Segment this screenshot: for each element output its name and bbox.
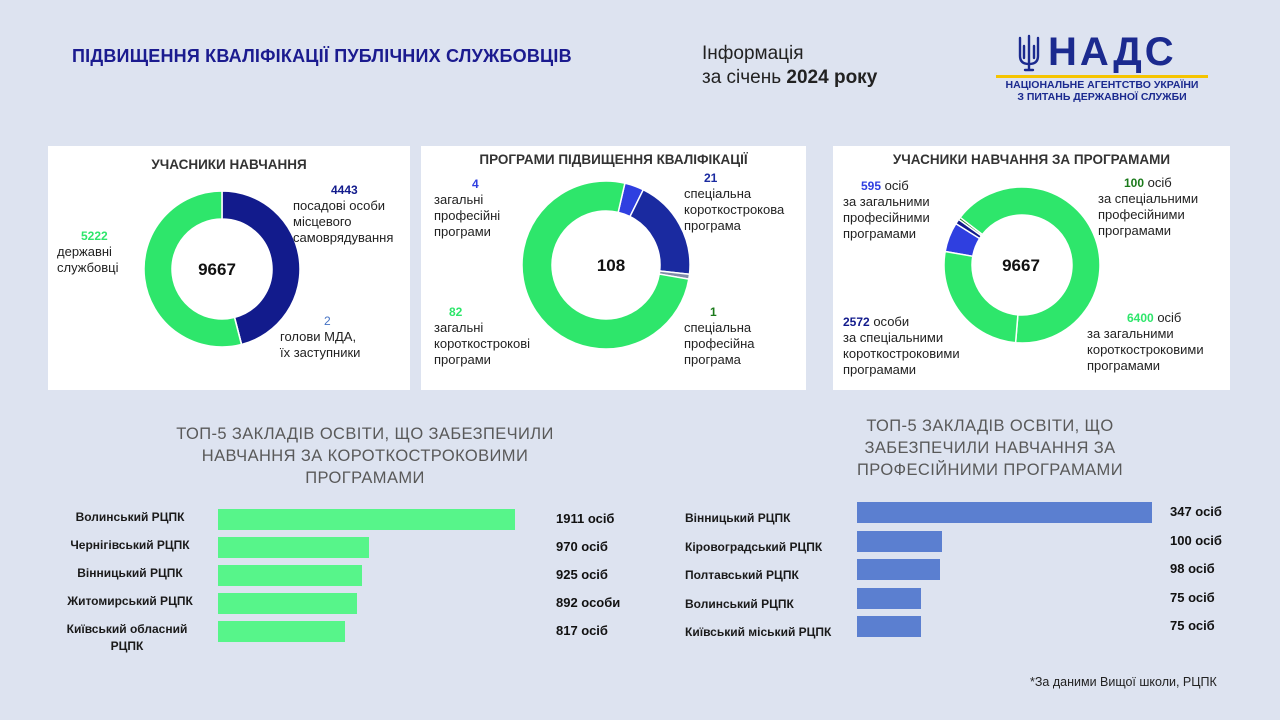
slice-label-special-shortterm: 21 спеціальна короткострокова програма xyxy=(684,170,809,234)
participants-by-program-donut xyxy=(943,186,1101,344)
bar-category-label: Київський обласний РЦПК xyxy=(66,622,188,653)
bar-value-label: 347 осіб xyxy=(1170,504,1222,519)
panel-title: УЧАСНИКИ НАВЧАННЯ xyxy=(151,157,307,172)
bar-value-label: 817 осіб xyxy=(556,623,608,638)
slice-label-general-professional: 4 загальні професійні програми xyxy=(434,176,534,240)
bar xyxy=(218,565,362,586)
info-line-1: Інформація xyxy=(702,43,804,64)
slice-value: 5222 xyxy=(81,229,108,243)
logo-divider xyxy=(996,75,1208,78)
programs-panel: ПРОГРАМИ ПІДВИЩЕННЯ КВАЛІФІКАЦІЇ 108 4 з… xyxy=(421,146,806,390)
bar-category-label: Вінницький РЦПК xyxy=(685,511,791,525)
participants-by-program-panel: УЧАСНИКИ НАВЧАННЯ ЗА ПРОГРАМАМИ 9667 595… xyxy=(833,146,1230,390)
panel-title: ПРОГРАМИ ПІДВИЩЕННЯ КВАЛІФІКАЦІЇ xyxy=(479,152,748,167)
donut-slice-4 xyxy=(943,250,1019,344)
slice-label-special-shortterm: 2572 особи за спеціальними короткостроко… xyxy=(843,314,960,377)
footnote: *За даними Вищої школи, РЦПК xyxy=(1030,675,1217,689)
slice-value: 595 xyxy=(861,179,882,193)
slice-label-general-shortterm: 6400 осіб за загальними короткостроковим… xyxy=(1087,310,1204,373)
slice-label-special-professional: 100 осіб за спеціальними професійними пр… xyxy=(1098,175,1199,238)
bar-value-label: 892 особи xyxy=(556,595,621,610)
bar xyxy=(218,537,369,558)
bar-category-label: Вінницький РЦПК xyxy=(77,566,183,580)
participants-donut xyxy=(143,190,301,348)
bar-category-label: Полтавський РЦПК xyxy=(685,568,799,582)
slice-value: 82 xyxy=(449,305,463,319)
bar xyxy=(218,593,357,614)
slice-label-general-professional: 595 осіб за загальними професійними прог… xyxy=(843,178,930,241)
year-label: 2024 року xyxy=(786,67,878,88)
panel-title: УЧАСНИКИ НАВЧАННЯ ЗА ПРОГРАМАМИ xyxy=(892,152,1171,167)
slice-value: 100 xyxy=(1124,176,1145,190)
bar-category-label: Чернігівський РЦПК xyxy=(70,538,190,552)
professional-top5-title: ТОП-5 ЗАКЛАДІВ ОСВІТИ, ЩО ЗАБЕЗПЕЧИЛИ НА… xyxy=(857,417,1123,479)
slice-value: 6400 xyxy=(1127,311,1154,325)
slice-value: 21 xyxy=(704,171,718,185)
bar-category-label: Кіровоградський РЦПК xyxy=(685,539,823,554)
bar-category-label: Житомирський РЦПК xyxy=(67,594,193,608)
bar-value-label: 75 осіб xyxy=(1170,589,1215,605)
donut-slice-2 xyxy=(143,190,243,348)
donut-total: 9667 xyxy=(1002,256,1040,275)
nads-logo: НАДС НАЦІОНАЛЬНЕ АГЕНТСТВО УКРАЇНИ З ПИТ… xyxy=(996,30,1208,104)
bar-value-label: 1911 осіб xyxy=(556,511,615,526)
donut-slice-3 xyxy=(959,186,1101,344)
report-period: Інформація за січень 2024 року xyxy=(702,42,877,90)
donut-slice-3 xyxy=(521,180,690,350)
bar xyxy=(857,616,921,637)
bar-category-label: Волинський РЦПК xyxy=(75,510,185,524)
slice-value: 4 xyxy=(472,177,479,191)
bar-value-label: 925 осіб xyxy=(556,567,608,582)
donut-slice-0 xyxy=(221,190,301,346)
slice-label-special-professional: 1 спеціальна професійна програма xyxy=(684,304,794,368)
donut-total: 108 xyxy=(596,256,626,275)
programs-donut xyxy=(521,180,691,350)
bar xyxy=(218,509,515,530)
bar-category-label: Волинський РЦПК xyxy=(685,596,794,611)
slice-label-local-officials: 4443 посадові особи місцевого самоврядув… xyxy=(293,182,413,246)
bar xyxy=(857,502,1152,523)
info-line-2: за січень 2024 року xyxy=(702,67,878,88)
bar-value-label: 98 осіб xyxy=(1170,561,1215,576)
slice-label-mda-heads: 2 голови МДА, їх заступники xyxy=(280,313,400,361)
bar-value-label: 75 осіб xyxy=(1170,618,1215,633)
slice-label-civil-servants: 5222 державні службовці xyxy=(57,228,147,276)
donut-total: 9667 xyxy=(198,260,236,279)
logo-subtitle: НАЦІОНАЛЬНЕ АГЕНТСТВО УКРАЇНИ З ПИТАНЬ Д… xyxy=(1005,79,1199,103)
bar xyxy=(857,530,942,552)
slice-value: 4443 xyxy=(331,183,358,197)
bar-category-label: Київський міський РЦПК xyxy=(685,625,832,639)
slice-label-general-shortterm: 82 загальні короткострокові програми xyxy=(434,304,564,368)
shortterm-top5-title: ТОП-5 ЗАКЛАДІВ ОСВІТИ, ЩО ЗАБЕЗПЕЧИЛИ НА… xyxy=(176,425,554,487)
slice-value: 2 xyxy=(324,314,331,328)
slice-value: 1 xyxy=(710,305,717,319)
bar-value-label: 970 осіб xyxy=(556,539,608,554)
bar xyxy=(857,587,921,609)
trident-icon xyxy=(1018,34,1040,72)
slice-value: 2572 xyxy=(843,315,870,329)
bar xyxy=(218,621,345,642)
bar xyxy=(857,559,941,580)
page-title: ПІДВИЩЕННЯ КВАЛІФІКАЦІЇ ПУБЛІЧНИХ СЛУЖБО… xyxy=(72,46,572,66)
bar-value-label: 100 осіб xyxy=(1170,532,1222,548)
participants-panel: УЧАСНИКИ НАВЧАННЯ 9667 4443 посадові осо… xyxy=(48,146,410,390)
logo-wordmark: НАДС xyxy=(1048,30,1177,74)
